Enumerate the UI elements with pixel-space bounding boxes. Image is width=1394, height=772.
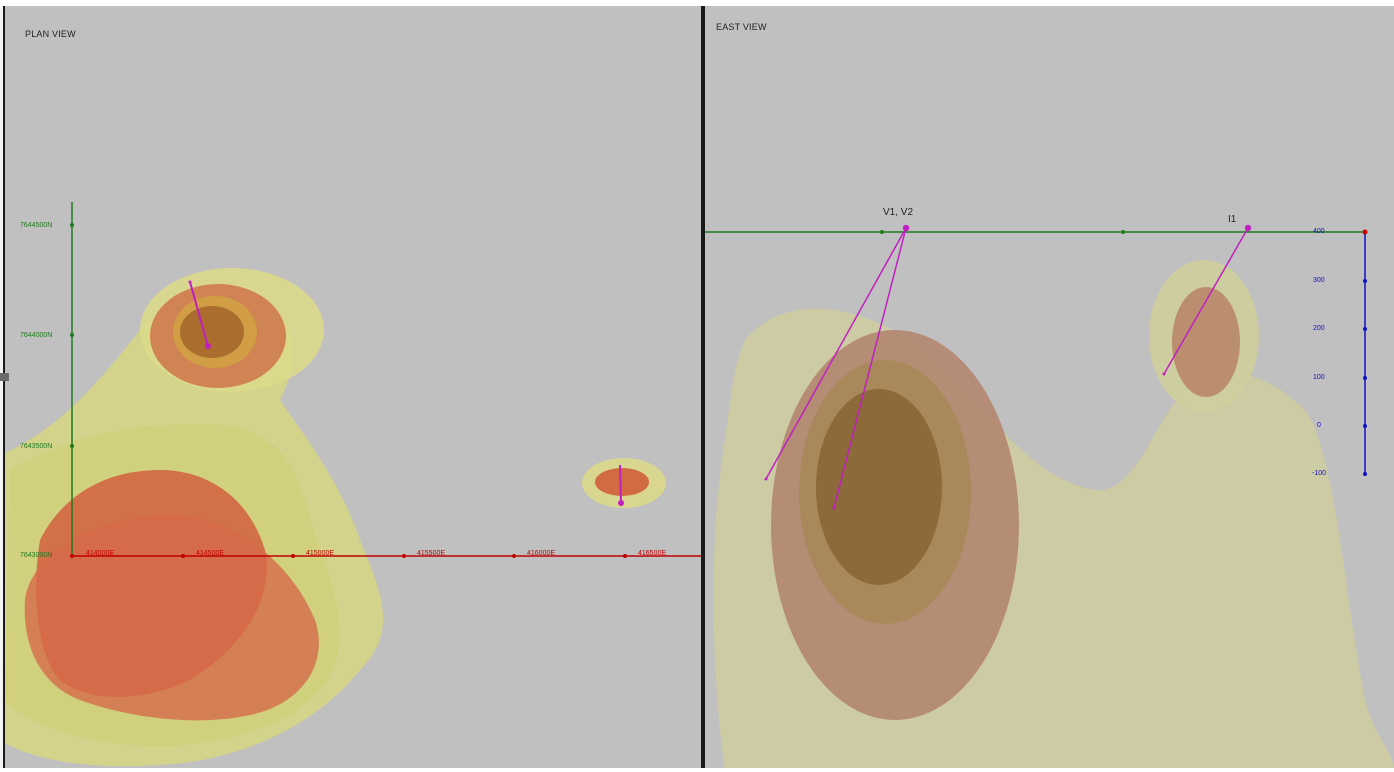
northing-tick bbox=[70, 444, 74, 448]
elevation-label: 300 bbox=[1313, 277, 1325, 284]
plan-drillhole-collar[interactable] bbox=[618, 500, 624, 506]
east-right-core bbox=[1172, 287, 1240, 397]
easting-tick bbox=[512, 554, 516, 558]
plan-small-core bbox=[595, 468, 649, 496]
east-view-pane[interactable]: 400 300 200 100 0 -100 V1, V2 I1 EAST VI… bbox=[705, 0, 1394, 772]
side-panel-handle[interactable] bbox=[0, 373, 9, 381]
east-drillhole-end bbox=[764, 477, 768, 481]
elevation-tick bbox=[1363, 376, 1367, 380]
plan-drillhole-end bbox=[188, 280, 192, 284]
northing-label: 7643000N bbox=[20, 552, 52, 559]
plan-drillhole-trace[interactable] bbox=[189, 281, 209, 347]
elevation-tick bbox=[1363, 327, 1367, 331]
east-view-title: EAST VIEW bbox=[716, 22, 767, 32]
plan-drillhole-trace[interactable] bbox=[619, 464, 622, 504]
northing-label: 7644000N bbox=[20, 332, 52, 339]
elevation-label: 100 bbox=[1313, 374, 1325, 381]
easting-label: 415000E bbox=[306, 550, 334, 557]
east-drillhole-collar[interactable] bbox=[902, 224, 910, 232]
plan-upper-core bbox=[180, 306, 244, 358]
easting-label: 416000E bbox=[527, 550, 555, 557]
elevation-tick bbox=[1363, 279, 1367, 283]
east-surface-tick bbox=[880, 230, 884, 234]
east-drillhole-end bbox=[1162, 372, 1166, 376]
elevation-label: 400 bbox=[1313, 228, 1325, 235]
plan-drillhole-collar[interactable] bbox=[205, 343, 211, 349]
east-drillhole-end bbox=[832, 506, 836, 510]
plan-view-canvas[interactable]: 7644500N 7644000N 7643500N 7643000N 4140… bbox=[0, 0, 701, 772]
plan-view-title: PLAN VIEW bbox=[25, 29, 76, 39]
east-drillhole-v1[interactable] bbox=[765, 227, 907, 480]
easting-tick bbox=[291, 554, 295, 558]
drillhole-label: I1 bbox=[1228, 214, 1237, 225]
easting-label: 414500E bbox=[196, 550, 224, 557]
east-view-canvas[interactable]: 400 300 200 100 0 -100 V1, V2 I1 bbox=[705, 0, 1394, 772]
east-surface-tick bbox=[1121, 230, 1125, 234]
plan-lower-lens-2 bbox=[24, 514, 319, 721]
easting-tick bbox=[181, 554, 185, 558]
easting-label: 416500E bbox=[638, 550, 666, 557]
elevation-label: -100 bbox=[1312, 470, 1326, 477]
easting-tick bbox=[623, 554, 627, 558]
northing-tick bbox=[70, 333, 74, 337]
northing-label: 7643500N bbox=[20, 443, 52, 450]
elevation-label: 0 bbox=[1317, 422, 1321, 429]
viewer-top-strip bbox=[0, 0, 1394, 6]
northing-label: 7644500N bbox=[20, 222, 52, 229]
easting-tick bbox=[402, 554, 406, 558]
elevation-tick bbox=[1363, 472, 1367, 476]
east-big-core bbox=[816, 389, 942, 585]
elevation-tick bbox=[1363, 424, 1367, 428]
pane-divider[interactable] bbox=[701, 0, 705, 772]
plan-view-pane[interactable]: 7644500N 7644000N 7643500N 7643000N 4140… bbox=[0, 0, 701, 772]
east-drillhole-collar[interactable] bbox=[1244, 224, 1252, 232]
easting-label: 415500E bbox=[417, 550, 445, 557]
viewer-bottom-strip bbox=[0, 768, 1394, 772]
viewer-left-border bbox=[0, 0, 5, 772]
east-drillhole-v2[interactable] bbox=[833, 227, 907, 509]
drillhole-label: V1, V2 bbox=[883, 207, 913, 218]
east-drillhole-i1[interactable] bbox=[1163, 227, 1249, 375]
easting-label: 414000E bbox=[86, 550, 114, 557]
elevation-axis-origin bbox=[1362, 229, 1368, 235]
elevation-label: 200 bbox=[1313, 325, 1325, 332]
easting-tick bbox=[70, 554, 74, 558]
northing-tick bbox=[70, 223, 74, 227]
